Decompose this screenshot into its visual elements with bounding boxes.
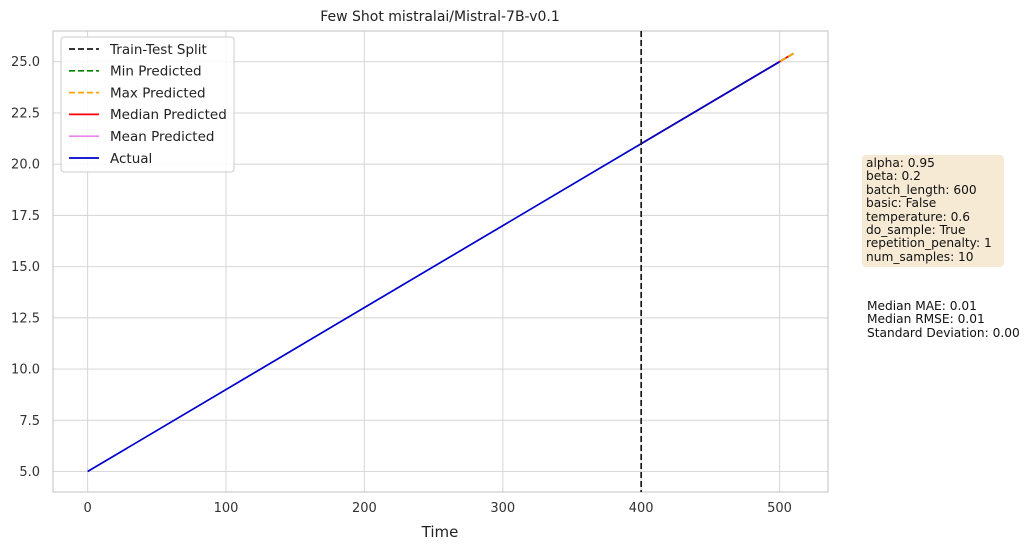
parameter-line: batch_length: 600 xyxy=(866,182,977,197)
legend-frame xyxy=(60,36,235,173)
metrics-box: Median MAE: 0.01 Median RMSE: 0.01 Standar… xyxy=(867,299,1020,340)
legend-label: Train-Test Split xyxy=(109,42,207,58)
parameter-line: do_sample: True xyxy=(866,223,966,238)
parameter-line: temperature: 0.6 xyxy=(866,209,970,224)
parameter-line: basic: False xyxy=(866,196,937,211)
x-tick-label: 200 xyxy=(352,501,377,516)
parameters-box: alpha: 0.95 beta: 0.2 batch_length: 600 bas… xyxy=(862,155,1004,268)
metric-line: Median MAE: 0.01 xyxy=(867,299,977,313)
y-tick-label: 7.5 xyxy=(19,414,40,429)
parameter-line: alpha: 0.95 xyxy=(866,156,935,170)
y-tick-label: 15.0 xyxy=(11,260,40,275)
legend-label: Mean Predicted xyxy=(110,129,214,145)
y-tick-label: 17.5 xyxy=(11,209,40,224)
series-layer xyxy=(87,31,794,492)
y-tick-label: 12.5 xyxy=(11,311,40,326)
grid-lines xyxy=(53,31,828,492)
parameter-line: repetition_penalty: 1 xyxy=(866,236,992,251)
legend-label: Min Predicted xyxy=(110,64,202,80)
parameter-line: beta: 0.2 xyxy=(866,169,921,184)
tick-labels: 0 100 200 300 400 500 5.0 7.5 10.0 12.5 15.0 17.5 20… xyxy=(11,55,792,516)
series-line-actual xyxy=(87,61,780,473)
legend-label: Actual xyxy=(110,151,152,167)
x-tick-label: 100 xyxy=(214,501,239,516)
x-tick-label: 0 xyxy=(83,501,91,516)
y-tick-label: 22.5 xyxy=(11,106,40,121)
y-tick-label: 10.0 xyxy=(11,363,40,378)
legend-label: Max Predicted xyxy=(110,85,206,101)
y-tick-label: 20.0 xyxy=(11,158,40,173)
metric-line: Median RMSE: 0.01 xyxy=(867,312,985,327)
x-tick-label: 300 xyxy=(490,501,515,516)
legend-label: Median Predicted xyxy=(110,107,227,123)
y-tick-label: 5.0 xyxy=(19,465,40,480)
plot-frame xyxy=(52,30,829,493)
metric-line: Standard Deviation: 0.00 xyxy=(867,325,1020,340)
parameter-line: num_samples: 10 xyxy=(866,249,974,264)
x-axis-label: Time xyxy=(421,523,459,541)
x-tick-label: 400 xyxy=(629,501,654,516)
y-tick-label: 25.0 xyxy=(11,55,40,70)
legend: Train-Test Split Min Predicted Max Predict… xyxy=(60,36,235,173)
chart-title: Few Shot mistralai/Mistral-7B-v0.1 xyxy=(320,9,560,25)
x-tick-label: 500 xyxy=(767,501,792,516)
